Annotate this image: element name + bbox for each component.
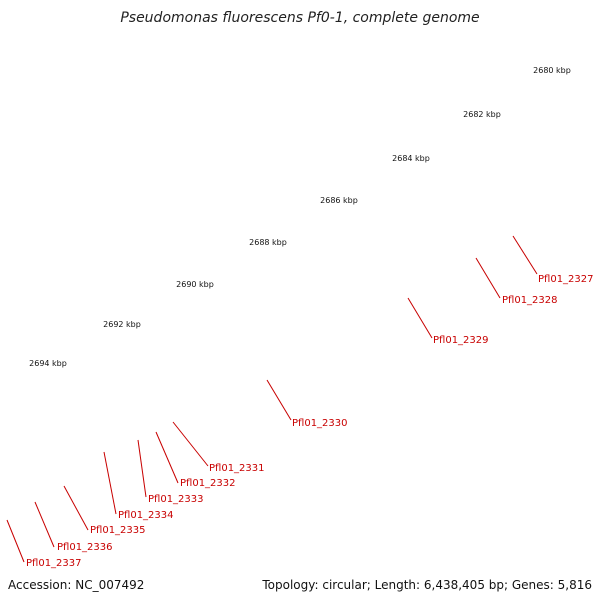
scale-label: 2682 kbp — [463, 110, 501, 119]
accession-text: Accession: NC_007492 — [8, 578, 145, 592]
gene-label-pfl01_2331[interactable]: Pfl01_2331 — [209, 463, 265, 474]
gene-labels: Pfl01_2327 Pfl01_2328 Pfl01_2329 Pfl01_2330… — [6, 235, 594, 569]
leader-line — [137, 439, 147, 498]
gene-label-pfl01_2332[interactable]: Pfl01_2332 — [180, 478, 236, 489]
scale-label: 2688 kbp — [249, 238, 287, 247]
gene-label-pfl01_2335[interactable]: Pfl01_2335 — [90, 525, 146, 536]
scale-labels: 2680 kbp 2682 kbp 2684 kbp 2686 kbp 2688 kbp… — [29, 66, 571, 368]
leader-line — [6, 519, 25, 563]
scale-label: 2680 kbp — [533, 66, 571, 75]
leader-line — [512, 235, 538, 275]
leader-line — [63, 485, 89, 531]
gene-label-pfl01_2330[interactable]: Pfl01_2330 — [292, 418, 348, 429]
leader-line — [407, 297, 433, 339]
leader-line — [172, 421, 209, 467]
leader-line — [103, 451, 117, 515]
leader-line — [475, 257, 501, 299]
gene-label-pfl01_2336[interactable]: Pfl01_2336 — [57, 542, 113, 553]
leader-line — [155, 431, 179, 484]
scale-label: 2690 kbp — [176, 280, 214, 289]
gene-label-pfl01_2327[interactable]: Pfl01_2327 — [538, 274, 594, 285]
gene-label-pfl01_2328[interactable]: Pfl01_2328 — [502, 295, 558, 306]
genome-summary: Topology: circular; Length: 6,438,405 bp… — [262, 578, 592, 592]
gene-label-pfl01_2334[interactable]: Pfl01_2334 — [118, 510, 174, 521]
scale-label: 2684 kbp — [392, 154, 430, 163]
leader-line — [266, 379, 292, 421]
scale-label: 2692 kbp — [103, 320, 141, 329]
scale-label: 2686 kbp — [320, 196, 358, 205]
gene-label-pfl01_2333[interactable]: Pfl01_2333 — [148, 494, 204, 505]
gene-label-pfl01_2329[interactable]: Pfl01_2329 — [433, 335, 489, 346]
gene-label-pfl01_2337[interactable]: Pfl01_2337 — [26, 558, 82, 569]
leader-line — [34, 501, 55, 548]
genome-title: Pseudomonas fluorescens Pf0-1, complete … — [120, 10, 480, 26]
scale-label: 2694 kbp — [29, 359, 67, 368]
